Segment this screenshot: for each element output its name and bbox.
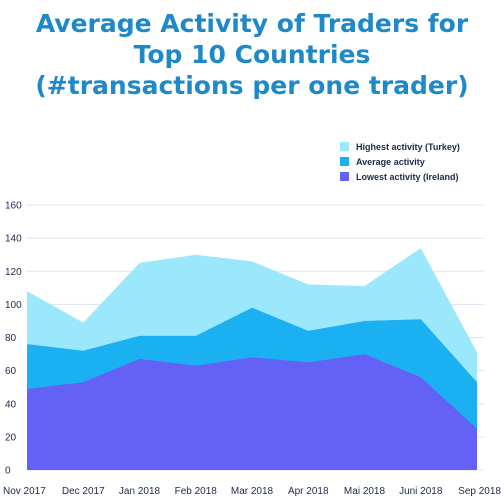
x-tick-label-3: Jan 2018 — [119, 486, 161, 497]
y-tick-label-20: 20 — [5, 432, 17, 443]
y-tick-label-80: 80 — [5, 333, 17, 344]
legend-label-2: Average activity — [356, 157, 425, 167]
y-tick-label-0: 0 — [5, 466, 11, 477]
legend-swatch-1 — [340, 142, 349, 151]
y-tick-label-60: 60 — [5, 366, 17, 377]
x-tick-label-6: Apr 2018 — [288, 486, 329, 497]
legend-label-3: Lowest activity (Ireland) — [356, 172, 459, 182]
x-tick-label-1: Nov 2017 — [3, 486, 46, 497]
y-tick-label-100: 100 — [5, 300, 22, 311]
x-tick-label-7: Mai 2018 — [344, 486, 386, 497]
legend-swatch-3 — [340, 172, 349, 181]
area-series-3 — [27, 354, 477, 470]
x-tick-label-9: Sep 2018 — [458, 486, 501, 497]
x-tick-label-8: Juni 2018 — [399, 486, 443, 497]
legend-swatch-2 — [340, 157, 349, 166]
y-tick-label-120: 120 — [5, 267, 22, 278]
chart-title: Average Activity of Traders for Top 10 C… — [0, 8, 504, 101]
y-tick-label-160: 160 — [5, 201, 22, 212]
chart-title-line-3: (#transactions per one trader) — [35, 71, 469, 100]
x-tick-label-5: Mar 2018 — [231, 486, 274, 497]
y-tick-label-140: 140 — [5, 234, 22, 245]
chart-title-line-2: Top 10 Countries — [133, 40, 371, 69]
legend-label-1: Highest activity (Turkey) — [356, 142, 460, 152]
y-tick-label-40: 40 — [5, 399, 17, 410]
x-tick-label-2: Dec 2017 — [62, 486, 105, 497]
x-tick-label-4: Feb 2018 — [175, 486, 218, 497]
chart-title-line-1: Average Activity of Traders for — [35, 9, 469, 38]
